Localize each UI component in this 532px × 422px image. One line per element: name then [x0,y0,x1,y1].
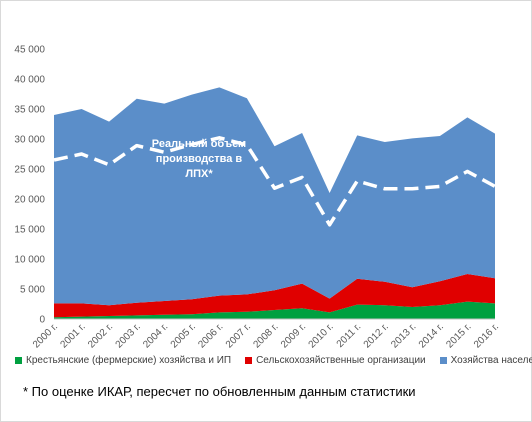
x-tick-label: 2006 г. [196,321,225,350]
legend-item-agri-orgs: Сельскохозяйственные организации [245,355,426,366]
y-tick-label: 15 000 [14,225,45,236]
legend-swatch-agri-orgs [245,357,253,364]
y-tick-label: 20 000 [14,195,45,206]
x-tick-label: 2016 г. [472,321,501,350]
legend-item-farms: Крестьянские (фермерские) хозяйства и ИП [15,355,231,366]
legend-swatch-households [439,357,447,364]
x-tick-label: 2005 г. [169,321,198,350]
x-tick-label: 2011 г. [335,321,364,350]
y-tick-label: 35 000 [14,105,45,116]
x-tick-label: 2008 г. [251,321,280,350]
x-tick-label: 2002 г. [86,321,115,350]
x-tick-label: 2001 г. [59,321,88,350]
footnote: * По оценке ИКАР, пересчет по обновленны… [23,384,416,399]
y-tick-label: 45 000 [14,45,45,56]
y-tick-label: 40 000 [14,75,45,86]
area-series-2 [54,87,495,306]
legend-swatch-farms [15,357,22,364]
dashed-line-lph [53,136,496,227]
x-tick-label: 2014 г. [417,321,446,350]
area-series-0 [54,301,495,319]
legend-label-farms: Крестьянские (фермерские) хозяйства и ИП [26,355,232,366]
legend-label-agri-orgs: Сельскохозяйственные организации [256,355,426,366]
legend-item-households: Хозяйства населения [439,355,532,366]
x-tick-label: 2009 г. [279,321,308,350]
y-tick-label: 0 [39,315,45,326]
y-tick-label: 10 000 [14,255,45,266]
annotation-lph: Реальный объем производства в ЛПХ* [152,138,246,180]
x-tick-label: 2003 г. [114,321,143,350]
area-chart: 0 5 000 10 000 15 000 20 000 25 000 30 000 35 0… [14,45,501,351]
legend-label-households: Хозяйства населения [450,355,532,366]
y-tick-label: 5 000 [20,285,45,296]
x-tick-label: 2007 г. [224,321,253,350]
x-tick-label: 2015 г. [444,321,473,350]
x-tick-label: 2004 г. [141,321,170,350]
area-series-1 [54,274,495,318]
x-tick-label: 2010 г. [307,321,336,350]
y-tick-label: 25 000 [14,165,45,176]
x-tick-label: 2012 г. [362,321,391,350]
x-tick-label: 2000 г. [31,321,60,350]
y-tick-label: 30 000 [14,135,45,146]
legend: Крестьянские (фермерские) хозяйства и ИП… [15,355,532,366]
x-tick-label: 2013 г. [389,321,418,350]
